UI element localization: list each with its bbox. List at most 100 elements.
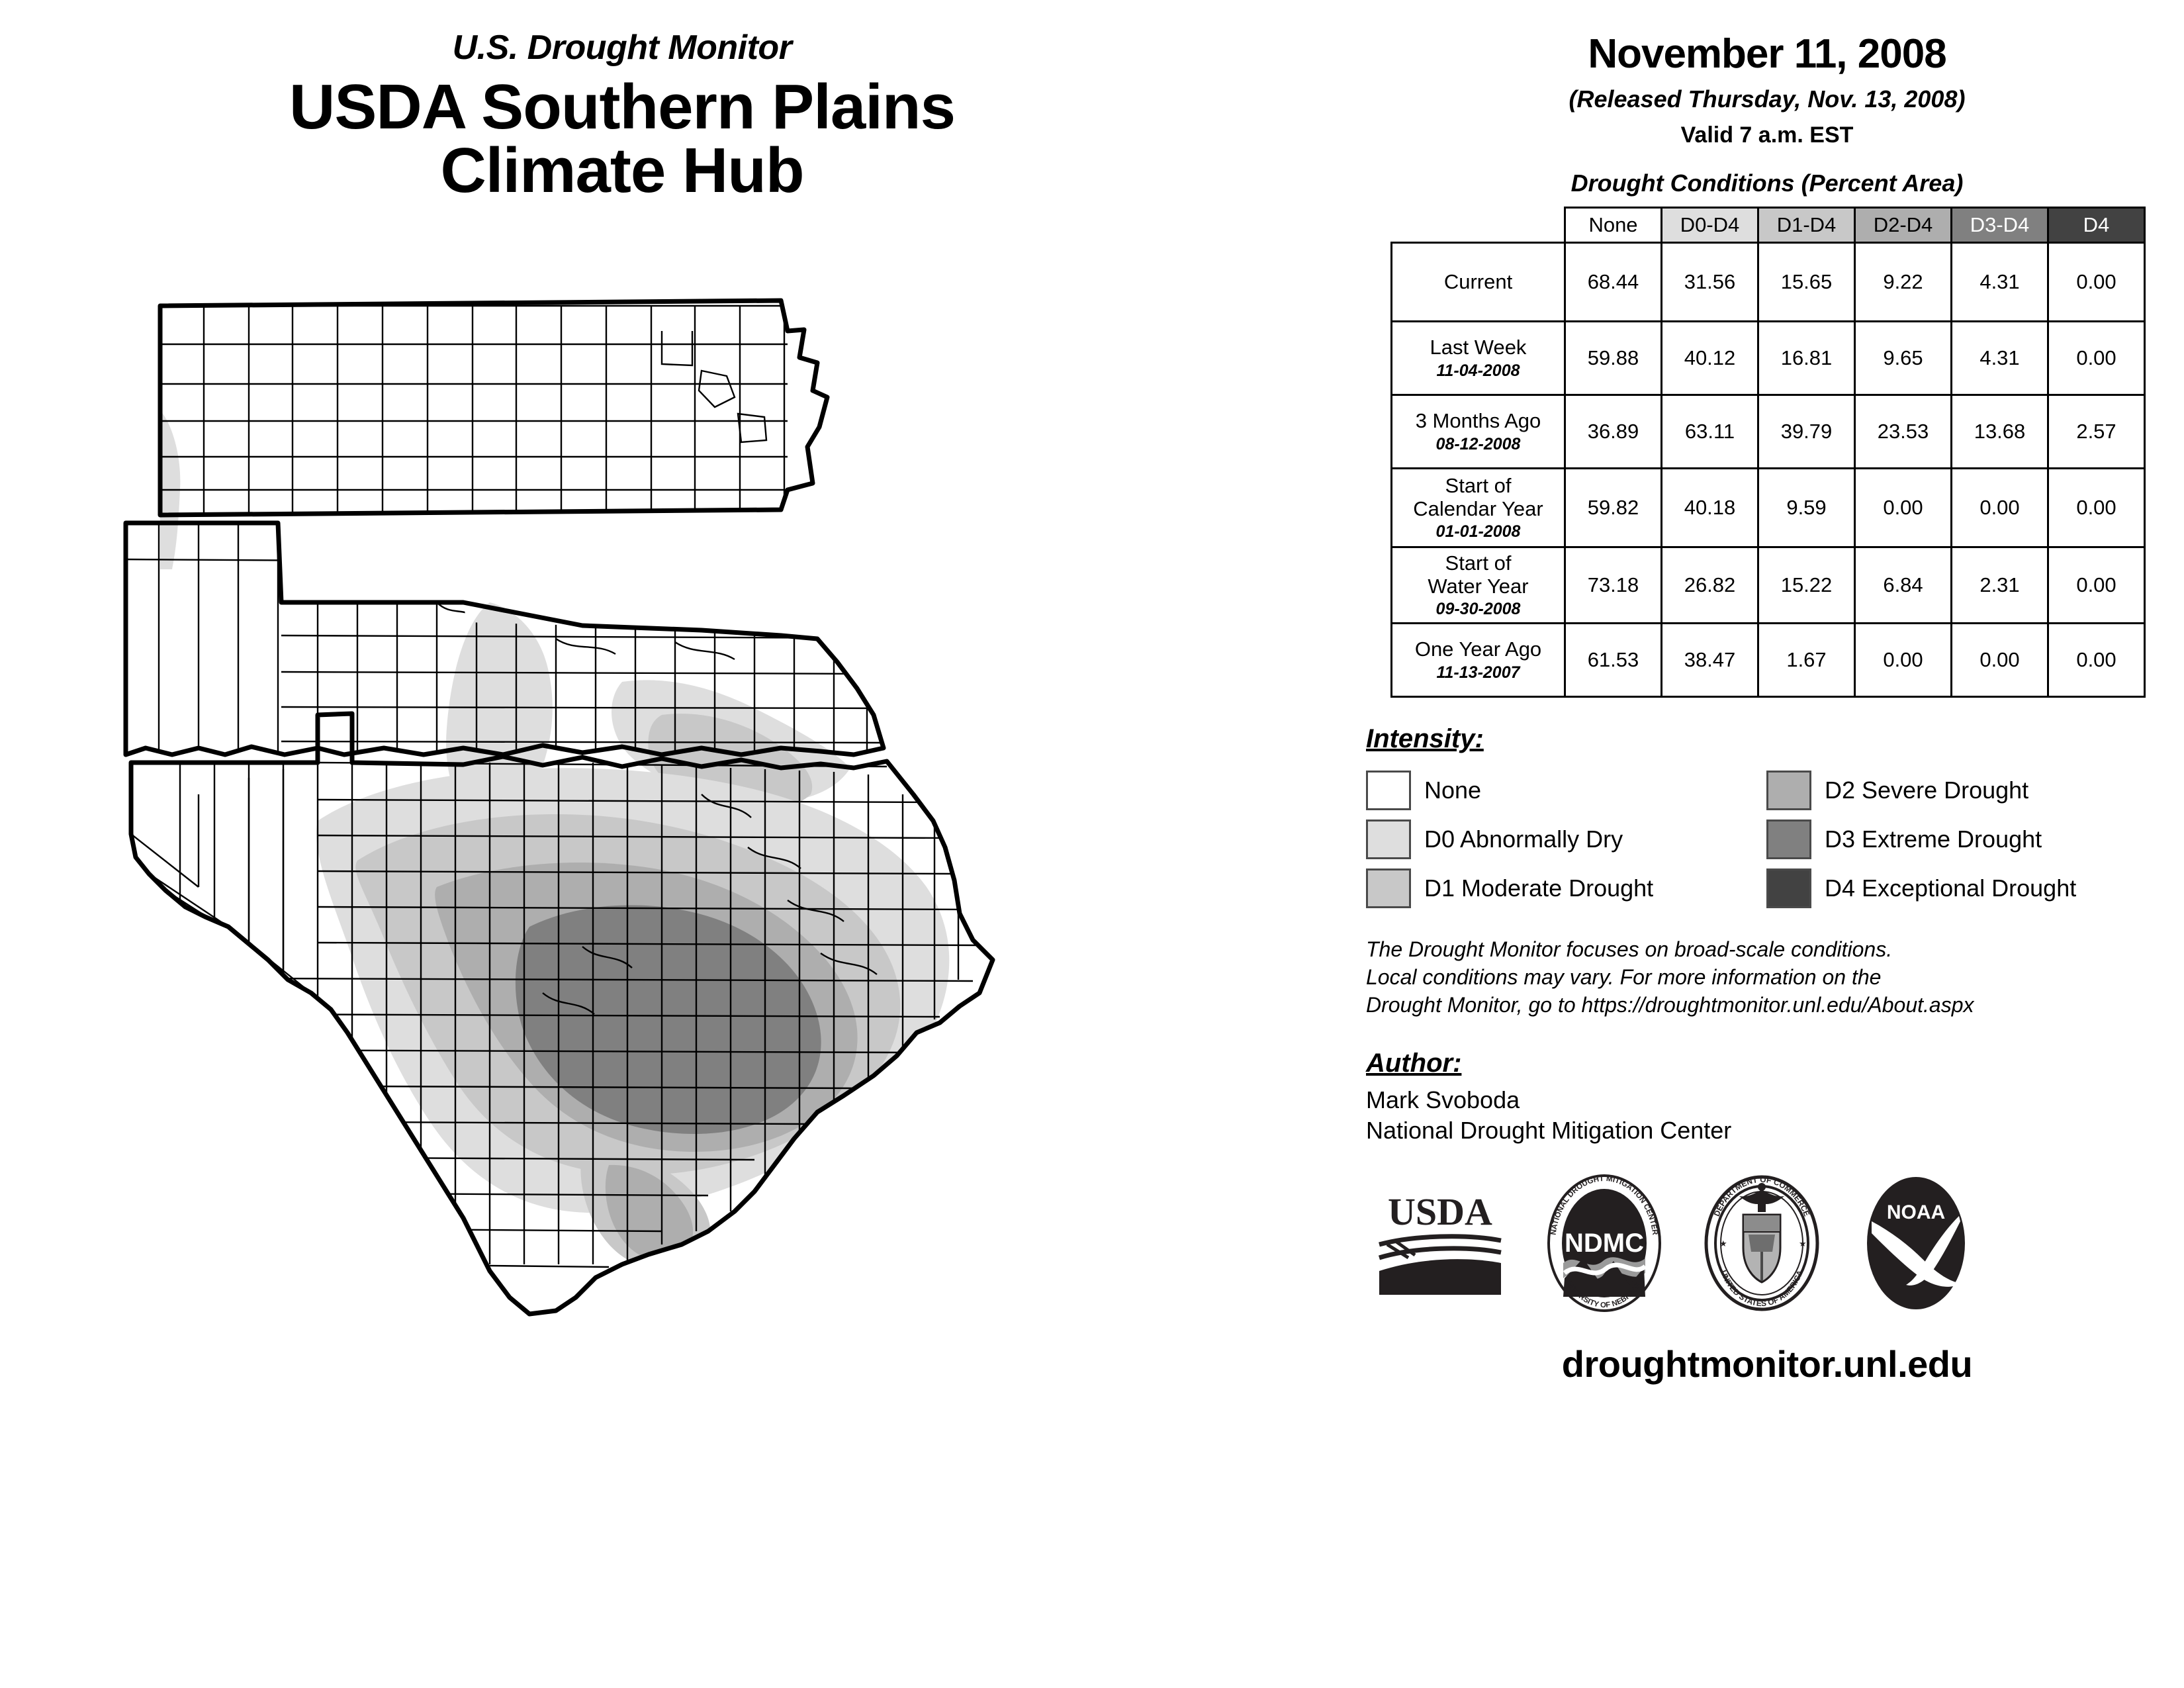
author-name: Mark Svoboda <box>1366 1086 1520 1113</box>
usda-logo: USDA <box>1374 1184 1506 1306</box>
logo-row: USDA NDMC NATIONAL DROUGHT MITIGATION CE… <box>1374 1174 2184 1316</box>
report-date: November 11, 2008 <box>1588 31 1946 77</box>
row-label-date: 08-12-2008 <box>1435 434 1521 453</box>
drought-shading-layer <box>160 410 950 1270</box>
legend-item-d3: D3 Extreme Drought <box>1766 815 2167 864</box>
legend-item-d2: D2 Severe Drought <box>1766 766 2167 815</box>
row-label-text: Start of Calendar Year <box>1413 473 1543 520</box>
svg-text:★: ★ <box>1799 1239 1807 1248</box>
cell-value: 4.31 <box>1950 320 2049 396</box>
disclaimer-line-1: The Drought Monitor focuses on broad-sca… <box>1366 937 1893 961</box>
disclaimer-line-3: Drought Monitor, go to https://droughtmo… <box>1366 993 1974 1017</box>
row-label-text: Current <box>1443 269 1513 293</box>
disclaimer-text: The Drought Monitor focuses on broad-sca… <box>1366 935 2184 1019</box>
row-label-date: 01-01-2008 <box>1435 522 1521 541</box>
author-info: Mark Svoboda National Drought Mitigation… <box>1366 1085 2184 1146</box>
date-block: November 11, 2008 (Released Thursday, No… <box>1350 30 2184 148</box>
valid-time: Valid 7 a.m. EST <box>1680 122 1854 148</box>
cell-value: 15.22 <box>1757 546 1856 624</box>
col-header-none: None <box>1564 207 1662 244</box>
author-heading: Author: <box>1366 1048 1462 1078</box>
cell-value: 26.82 <box>1661 546 1759 624</box>
cell-value: 59.82 <box>1564 467 1662 548</box>
drought-area-d0 <box>446 602 553 821</box>
cell-value: 9.22 <box>1854 242 1952 322</box>
col-header-d1d4: D1-D4 <box>1757 207 1856 244</box>
cell-value: 61.53 <box>1564 622 1662 698</box>
svg-text:★: ★ <box>1719 1239 1727 1248</box>
legend-item-none: None <box>1366 766 1766 815</box>
col-header-d4: D4 <box>2047 207 2146 244</box>
author-org: National Drought Mitigation Center <box>1366 1116 1732 1144</box>
cell-value: 9.65 <box>1854 320 1952 396</box>
cell-value: 73.18 <box>1564 546 1662 624</box>
swatch-d0 <box>1366 820 1411 859</box>
release-date: (Released Thursday, Nov. 13, 2008) <box>1569 85 1966 113</box>
intensity-legend: Intensity: None D2 Severe Drought D0 Abn… <box>1366 724 2184 913</box>
page-title-line2: Climate Hub <box>440 134 804 206</box>
page-title: USDA Southern Plains Climate Hub <box>0 75 1244 203</box>
cell-value: 0.00 <box>2047 622 2146 698</box>
cell-value: 59.88 <box>1564 320 1662 396</box>
noaa-logo: NOAA <box>1860 1174 1972 1316</box>
legend-item-d0: D0 Abnormally Dry <box>1366 815 1766 864</box>
legend-item-d1: D1 Moderate Drought <box>1366 864 1766 913</box>
row-label-start-calendar-year: Start of Calendar Year 01-01-2008 <box>1390 467 1566 548</box>
site-url[interactable]: droughtmonitor.unl.edu <box>1561 1342 1973 1385</box>
legend-label: D2 Severe Drought <box>1825 776 2029 804</box>
row-label-date: 09-30-2008 <box>1435 600 1521 619</box>
swatch-d2 <box>1766 771 1811 810</box>
drought-area-d3 <box>515 905 821 1135</box>
svg-text:NDMC: NDMC <box>1565 1229 1644 1258</box>
swatch-d4 <box>1766 868 1811 908</box>
legend-item-d4: D4 Exceptional Drought <box>1766 864 2167 913</box>
row-label-text: Last Week <box>1430 336 1527 359</box>
row-label-3-months-ago: 3 Months Ago 08-12-2008 <box>1390 394 1566 469</box>
drought-map[interactable] <box>119 291 1304 1456</box>
swatch-d3 <box>1766 820 1811 859</box>
cell-value: 0.00 <box>1950 467 2049 548</box>
drought-conditions-table: None D0-D4 D1-D4 D2-D4 D3-D4 D4 Current … <box>1390 207 2146 698</box>
cell-value: 36.89 <box>1564 394 1662 469</box>
cell-value: 38.47 <box>1661 622 1759 698</box>
cell-value: 68.44 <box>1564 242 1662 322</box>
legend-label: D3 Extreme Drought <box>1825 825 2042 853</box>
header-spacer <box>1392 208 1565 243</box>
row-label-one-year-ago: One Year Ago 11-13-2007 <box>1390 622 1566 698</box>
state-outline-texas <box>128 711 995 1317</box>
cell-value: 0.00 <box>2047 242 2146 322</box>
page-title-line1: USDA Southern Plains <box>289 71 956 142</box>
svg-text:USDA: USDA <box>1388 1190 1492 1233</box>
legend-label: None <box>1424 776 1482 804</box>
row-label-last-week: Last Week 11-04-2008 <box>1390 320 1566 396</box>
state-outline-kansas <box>158 298 830 518</box>
legend-label: D1 Moderate Drought <box>1424 874 1654 902</box>
info-panel: November 11, 2008 (Released Thursday, No… <box>1350 0 2184 1688</box>
doc-seal-logo: DEPARTMENT OF COMMERCE UNITED STATES OF … <box>1702 1174 1821 1316</box>
cell-value: 6.84 <box>1854 546 1952 624</box>
table-row: Start of Calendar Year 01-01-2008 59.82 4… <box>1390 467 2146 548</box>
disclaimer-line-2: Local conditions may vary. For more info… <box>1366 965 1882 990</box>
kansas-counties <box>160 305 788 515</box>
table-caption: Drought Conditions (Percent Area) <box>1570 169 1964 197</box>
cell-value: 0.00 <box>1950 622 2049 698</box>
cell-value: 15.65 <box>1757 242 1856 322</box>
table-row: One Year Ago 11-13-2007 61.53 38.47 1.67… <box>1390 622 2146 698</box>
cell-value: 1.67 <box>1757 622 1856 698</box>
row-label-text: Start of Water Year <box>1428 551 1529 598</box>
svg-text:NOAA: NOAA <box>1887 1201 1945 1223</box>
swatch-d1 <box>1366 868 1411 908</box>
cell-value: 40.18 <box>1661 467 1759 548</box>
legend-title: Intensity: <box>1366 724 1484 753</box>
table-row: Last Week 11-04-2008 59.88 40.12 16.81 9… <box>1390 320 2146 396</box>
cell-value: 0.00 <box>2047 467 2146 548</box>
row-label-text: One Year Ago <box>1414 637 1542 661</box>
row-label-start-water-year: Start of Water Year 09-30-2008 <box>1390 546 1566 624</box>
map-panel: U.S. Drought Monitor USDA Southern Plain… <box>0 30 1304 1456</box>
row-label-date: 11-04-2008 <box>1436 361 1520 380</box>
state-outline-oklahoma <box>123 520 886 757</box>
title-block: U.S. Drought Monitor USDA Southern Plain… <box>0 30 1244 203</box>
col-header-d0d4: D0-D4 <box>1661 207 1759 244</box>
col-header-d3d4: D3-D4 <box>1950 207 2049 244</box>
cell-value: 40.12 <box>1661 320 1759 396</box>
